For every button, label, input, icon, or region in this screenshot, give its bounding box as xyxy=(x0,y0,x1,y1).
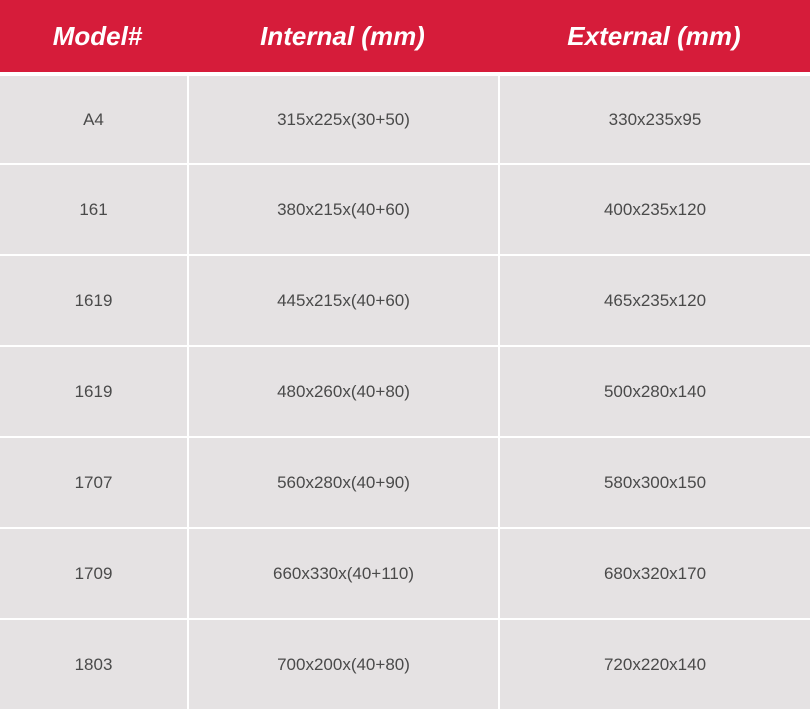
table-cell: 560x280x(40+90) xyxy=(187,436,498,527)
col-header-model: Model# xyxy=(0,0,187,72)
table-cell: 500x280x140 xyxy=(498,345,810,436)
table-cell: 1709 xyxy=(0,527,187,618)
table-cell: 720x220x140 xyxy=(498,618,810,709)
table-cell: 480x260x(40+80) xyxy=(187,345,498,436)
table-cell: 330x235x95 xyxy=(498,72,810,163)
table-cell: 445x215x(40+60) xyxy=(187,254,498,345)
table-cell: 1707 xyxy=(0,436,187,527)
table-cell: 1619 xyxy=(0,254,187,345)
table-cell: 1619 xyxy=(0,345,187,436)
col-header-external: External (mm) xyxy=(498,0,810,72)
table-cell: 161 xyxy=(0,163,187,254)
table-cell: 400x235x120 xyxy=(498,163,810,254)
table-cell: 380x215x(40+60) xyxy=(187,163,498,254)
table-cell: 315x225x(30+50) xyxy=(187,72,498,163)
col-header-internal: Internal (mm) xyxy=(187,0,498,72)
dimensions-table: Model# Internal (mm) External (mm) A4 31… xyxy=(0,0,810,709)
table-cell: 680x320x170 xyxy=(498,527,810,618)
table-cell: 580x300x150 xyxy=(498,436,810,527)
table-cell: 660x330x(40+110) xyxy=(187,527,498,618)
table-cell: 1803 xyxy=(0,618,187,709)
table-cell: 465x235x120 xyxy=(498,254,810,345)
table-cell: A4 xyxy=(0,72,187,163)
table-cell: 700x200x(40+80) xyxy=(187,618,498,709)
